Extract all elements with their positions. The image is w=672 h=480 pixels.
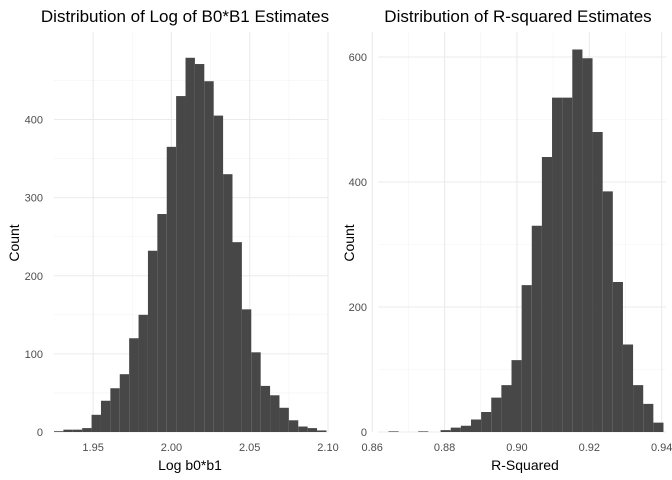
y-axis-title: Count	[6, 224, 22, 261]
histogram-bar	[653, 422, 664, 432]
histogram-bar	[213, 115, 224, 432]
x-tick-label: 2.10	[317, 442, 338, 454]
y-tick-label: 400	[349, 177, 367, 189]
histogram-bar	[260, 385, 271, 432]
histogram-bar	[643, 403, 654, 432]
histogram-bar	[185, 57, 195, 432]
histogram-bar	[511, 360, 522, 432]
x-axis-title: Log b0*b1	[158, 457, 222, 473]
chart-panel-log-b0b1: Distribution of Log of B0*B1 Estimates 0…	[6, 7, 339, 473]
histogram-bar	[241, 309, 252, 432]
chart-title: Distribution of R-squared Estimates	[384, 7, 651, 26]
histogram-bar	[176, 96, 186, 432]
histogram-bar	[602, 191, 613, 432]
chart-panel-r-squared: Distribution of R-squared Estimates 0 200…	[341, 7, 672, 473]
x-axis-title: R-Squared	[491, 457, 559, 473]
x-tick-label: 0.92	[579, 442, 600, 454]
histogram-bar	[129, 338, 139, 432]
y-tick-label: 100	[25, 349, 43, 361]
histogram-bar	[460, 425, 471, 432]
histogram-bar	[317, 430, 327, 432]
x-tick-label: 2.00	[161, 442, 182, 454]
histogram-bar	[63, 429, 73, 432]
histogram-bar	[501, 385, 512, 432]
y-tick-label: 600	[349, 52, 367, 64]
histogram-bar	[157, 214, 167, 432]
x-tick-label: 0.88	[434, 442, 455, 454]
histogram-bar	[388, 431, 399, 432]
histogram-bar	[204, 81, 214, 432]
x-tick-label: 0.86	[362, 442, 383, 454]
histogram-bar	[232, 242, 242, 432]
y-tick-label: 400	[25, 115, 43, 127]
histogram-bar	[119, 374, 130, 432]
histogram-bar	[147, 250, 158, 432]
y-tick-label: 0	[37, 427, 43, 439]
histogram-bar	[418, 431, 429, 432]
histogram-bar	[582, 58, 593, 432]
y-axis-title: Count	[341, 224, 357, 261]
y-axis-ticks: 0 200 400 600	[349, 52, 367, 439]
histogram-bar	[450, 427, 461, 432]
histogram-bar	[270, 395, 280, 432]
x-tick-label: 0.94	[651, 442, 672, 454]
x-tick-label: 0.90	[506, 442, 527, 454]
histogram-bar	[552, 97, 563, 432]
y-tick-label: 300	[25, 193, 43, 205]
histogram-bar	[562, 97, 573, 432]
x-tick-label: 2.05	[239, 442, 260, 454]
histogram-bar	[100, 400, 111, 432]
histogram-bar	[470, 419, 482, 432]
y-tick-label: 200	[349, 302, 367, 314]
histogram-bar	[251, 352, 261, 432]
histogram-bar	[54, 431, 64, 432]
histogram-bars	[54, 57, 327, 432]
histogram-bar	[572, 49, 583, 432]
x-tick-label: 1.95	[82, 442, 103, 454]
histogram-bar	[622, 344, 634, 432]
histogram-bar	[138, 314, 148, 432]
histogram-bar	[531, 225, 542, 432]
histogram-bar	[612, 282, 623, 432]
histogram-bar	[194, 64, 205, 432]
histogram-bar	[541, 157, 553, 432]
histogram-bar	[521, 285, 532, 432]
histogram-bar	[110, 388, 120, 432]
chart-title: Distribution of Log of B0*B1 Estimates	[41, 7, 329, 26]
x-axis-ticks: 1.95 2.00 2.05 2.10	[82, 442, 338, 454]
histogram-bar	[279, 407, 289, 432]
histogram-bar	[440, 430, 451, 432]
histogram-bar	[481, 412, 492, 432]
histogram-bar	[491, 397, 502, 432]
histogram-bar	[166, 146, 177, 432]
y-tick-label: 0	[361, 427, 367, 439]
histogram-bar	[633, 385, 644, 432]
histogram-bar	[307, 428, 318, 432]
histogram-bar	[592, 132, 603, 432]
histogram-bar	[223, 174, 233, 432]
y-axis-ticks: 0 100 200 300 400	[25, 115, 43, 440]
histogram-bar	[298, 426, 308, 432]
histogram-bar	[72, 429, 83, 432]
y-tick-label: 200	[25, 271, 43, 283]
histogram-bar	[91, 414, 101, 432]
histogram-bars	[388, 49, 664, 432]
histogram-bar	[82, 428, 92, 432]
x-axis-ticks: 0.86 0.88 0.90 0.92 0.94	[362, 442, 672, 454]
histogram-bar	[288, 420, 299, 432]
